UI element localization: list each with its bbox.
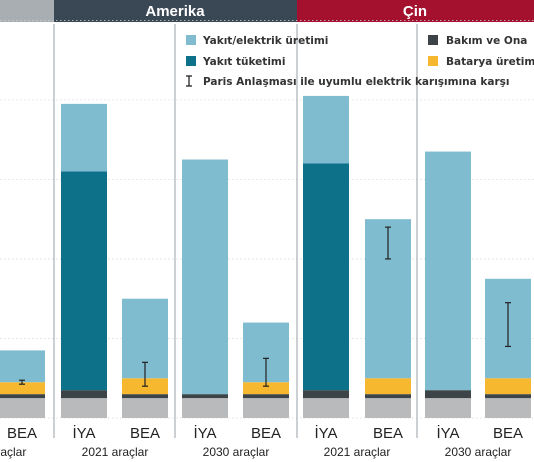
bar-segment-battery [243, 382, 289, 395]
category-label: BEA [373, 425, 403, 442]
group-label: 2021 araçlar [324, 445, 391, 459]
category-label: BEA [130, 425, 160, 442]
legend-swatch-maintenance [428, 35, 438, 45]
category-label: İYA [193, 424, 216, 442]
bar-segment-fuel-consumption [303, 163, 349, 391]
error-bars [19, 226, 511, 387]
group-label: 2030 araçlar [203, 445, 270, 459]
legend-swatch-battery [428, 56, 438, 66]
legend-label-fuel-consumption: Yakıt tüketimi [202, 56, 285, 68]
bar-segment-base [122, 398, 168, 418]
error-bar [263, 357, 269, 387]
header-china-label: Çin [403, 3, 427, 20]
bar-segment-base [0, 398, 45, 418]
bar-segment-base [425, 398, 471, 418]
bar-segment-fuel-electricity [182, 159, 228, 395]
bar-segment-battery [485, 378, 531, 395]
legend-errorbar-icon [186, 75, 192, 87]
group-label: 2030 araçlar [445, 445, 512, 459]
bar-segment-base [61, 398, 107, 418]
bar-segment-maintenance [243, 394, 289, 399]
category-label: İYA [72, 424, 95, 442]
category-label: BEA [493, 425, 523, 442]
header-china-strip [297, 0, 534, 22]
bar-segment-fuel-electricity [303, 95, 349, 164]
category-label: İYA [314, 424, 337, 442]
bar-segment-base [243, 398, 289, 418]
bar-segment-fuel-electricity [0, 350, 45, 383]
bars [0, 95, 531, 418]
category-label: BEA [251, 425, 281, 442]
legend-label-fuel-electricity: Yakıt/elektrik üretimi [202, 35, 328, 47]
category-labels: BEA İYA BEA İYA BEA İYA BEA İYA BEA 2021 araçlar 2… [0, 424, 523, 459]
bar-segment-maintenance [182, 394, 228, 399]
error-bar [19, 379, 25, 385]
header-america-label: Amerika [145, 3, 205, 20]
group-label: 2021 araçlar [82, 445, 149, 459]
bar-segment-battery [365, 378, 411, 395]
bar-segment-maintenance [122, 394, 168, 399]
error-bar [142, 361, 148, 387]
bar-segment-maintenance [303, 390, 349, 399]
category-label: İYA [436, 424, 459, 442]
legend: Yakıt/elektrik üretimi Yakıt tüketimi Ba… [186, 35, 534, 88]
group-separators [53, 24, 418, 438]
error-bar [505, 302, 511, 348]
legend-swatch-fuel-consumption [186, 56, 196, 66]
bar-segment-fuel-electricity [425, 151, 471, 391]
bar-segment-base [303, 398, 349, 418]
bar-segment-maintenance [425, 390, 471, 399]
bar-segment-base [365, 398, 411, 418]
header-america-strip [54, 0, 297, 22]
legend-label-paris: Paris Anlaşması ile uyumlu elektrik karı… [203, 76, 510, 88]
error-bar [385, 226, 391, 260]
bar-segment-maintenance [0, 394, 45, 399]
bar-segment-fuel-consumption [61, 171, 107, 391]
category-label: BEA [7, 425, 37, 442]
legend-label-maintenance: Bakım ve Ona [446, 35, 527, 47]
legend-label-battery: Batarya üretimi [446, 56, 534, 68]
bar-segment-maintenance [485, 394, 531, 399]
group-label-partial: araçlar [0, 445, 26, 459]
legend-swatch-fuel-electricity [186, 35, 196, 45]
bar-segment-base [485, 398, 531, 418]
bar-segment-battery [0, 382, 45, 395]
bar-segment-maintenance [61, 390, 107, 399]
bar-segment-maintenance [365, 394, 411, 399]
header-left-strip [0, 0, 54, 22]
bar-segment-fuel-electricity [61, 103, 107, 172]
bar-segment-base [182, 398, 228, 418]
